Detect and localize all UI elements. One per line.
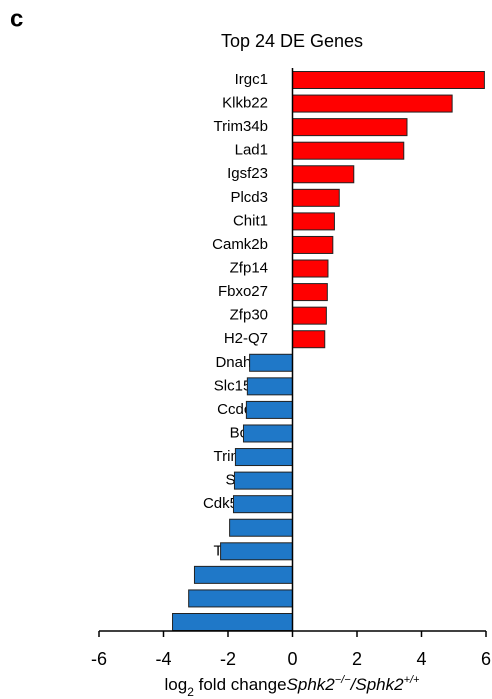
bar xyxy=(232,495,293,514)
bar xyxy=(245,400,294,419)
y-tick-label: Plcd3 xyxy=(230,189,268,206)
bar xyxy=(292,165,355,184)
x-axis-label-part: fold change xyxy=(194,675,287,694)
x-axis-label-part: +/+ xyxy=(404,674,420,686)
x-tick-label: 0 xyxy=(287,649,297,669)
bar xyxy=(292,235,334,254)
bar xyxy=(292,118,408,137)
y-tick-label: Fbxo27 xyxy=(218,283,268,300)
x-tick-label: -2 xyxy=(220,649,236,669)
x-axis-label-part: log xyxy=(165,675,188,694)
bar xyxy=(233,471,293,490)
y-tick-label: Klkb22 xyxy=(222,95,268,112)
bar xyxy=(292,283,328,302)
bar xyxy=(292,212,335,231)
bar xyxy=(292,306,327,325)
y-tick-label: H2-Q7 xyxy=(224,330,268,347)
bar xyxy=(242,424,293,443)
x-tick-label: -4 xyxy=(155,649,171,669)
bar xyxy=(172,613,293,631)
y-tick-label: Chit1 xyxy=(233,212,268,229)
bar xyxy=(193,565,294,584)
bar xyxy=(292,330,326,349)
x-axis-label: log2 fold changeSphk2−/−/Sphk2+/+ xyxy=(165,674,421,699)
bar xyxy=(220,542,294,561)
y-tick-label: Lad1 xyxy=(235,142,268,159)
bar xyxy=(292,259,329,278)
bar xyxy=(188,589,293,608)
x-axis-label-part: 2 xyxy=(187,685,194,699)
y-tick-label: Irgc1 xyxy=(235,71,268,88)
y-tick-label: Trim34b xyxy=(214,118,268,135)
y-tick-label: Zfp14 xyxy=(230,259,268,276)
x-axis-label-part: −/− xyxy=(335,674,351,686)
bar xyxy=(292,94,453,113)
x-axis-label-part: Sphk2 xyxy=(287,675,336,694)
x-tick-label: 6 xyxy=(481,649,491,669)
bar xyxy=(292,141,405,160)
panel-letter: c xyxy=(10,5,23,32)
bar xyxy=(229,518,294,537)
chart-title: Top 24 DE Genes xyxy=(221,31,363,51)
bar xyxy=(234,448,293,467)
bar xyxy=(249,353,293,372)
x-axis-label-part: /Sphk2 xyxy=(350,675,404,694)
bar xyxy=(292,188,340,207)
x-tick-label: 4 xyxy=(416,649,426,669)
y-tick-label: Camk2b xyxy=(212,236,268,253)
y-tick-label: Igsf23 xyxy=(227,165,268,182)
x-tick-label: 2 xyxy=(352,649,362,669)
bar xyxy=(292,71,485,89)
x-tick-label: -6 xyxy=(91,649,107,669)
bar xyxy=(246,377,294,396)
y-tick-label: Zfp30 xyxy=(230,307,268,324)
